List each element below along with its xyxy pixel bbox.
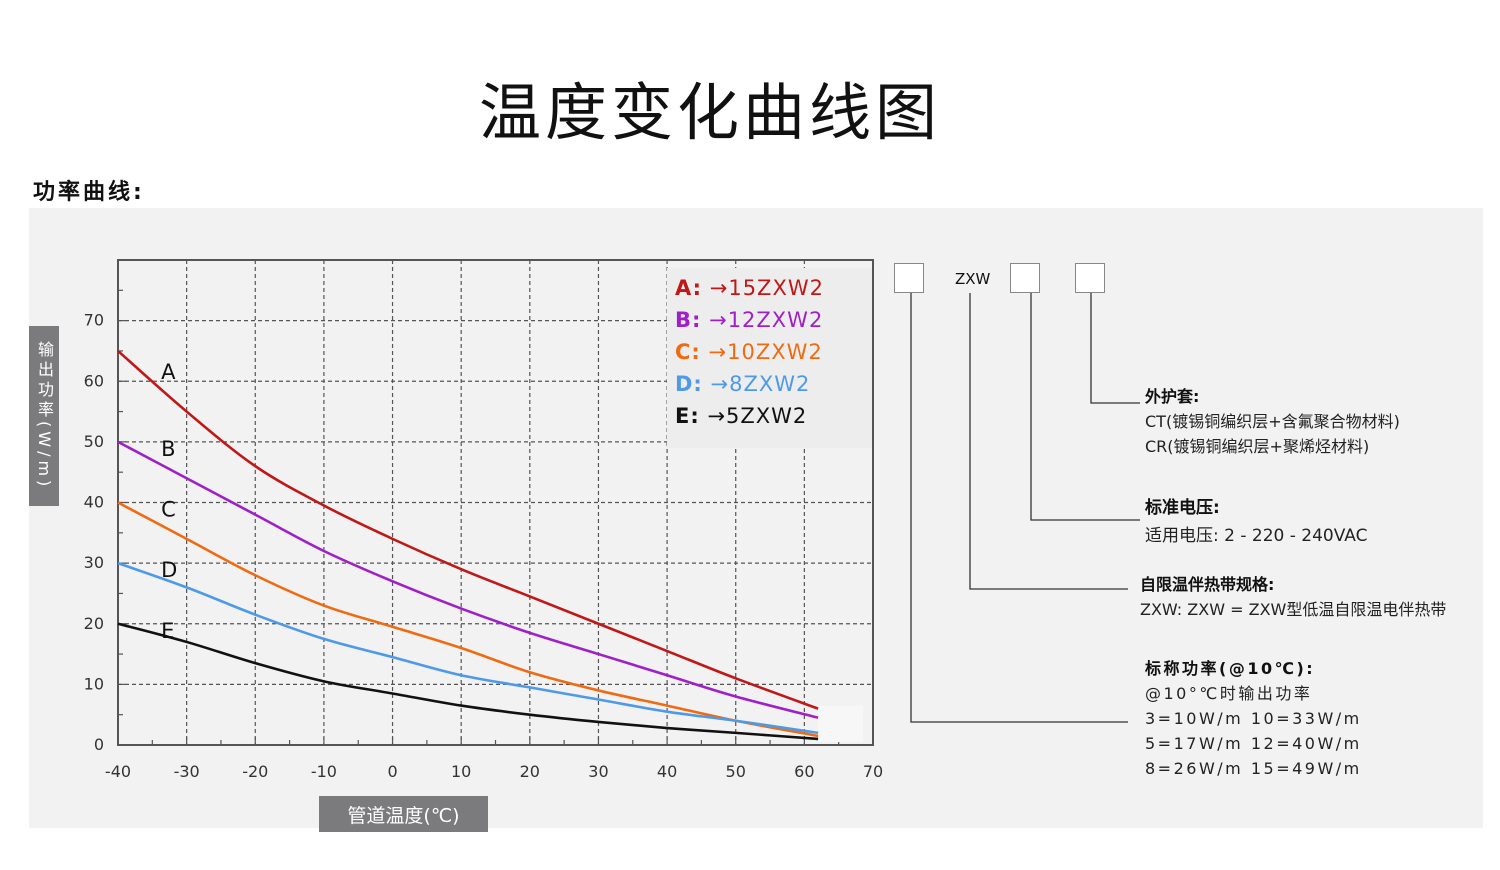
series-label-a: A bbox=[161, 360, 176, 384]
series-label-b: B bbox=[161, 437, 175, 461]
legend-item-a: A: →15ZXW2 bbox=[675, 276, 824, 300]
section-title: 功率曲线: bbox=[33, 180, 145, 205]
power-line: 5=17W/m 12=40W/m bbox=[1145, 734, 1362, 753]
legend-key: B: bbox=[675, 308, 702, 332]
spec-connector bbox=[969, 293, 1128, 590]
sheath-line: CR(镀锡铜编织层+聚烯烃材料) bbox=[1145, 437, 1370, 456]
power-code-box bbox=[894, 263, 924, 293]
series-line-e bbox=[117, 622, 819, 741]
series-line-c bbox=[117, 501, 819, 738]
y-tick-label: 20 bbox=[84, 614, 104, 633]
legend-key: D: bbox=[675, 372, 703, 396]
y-tick-label: 70 bbox=[84, 311, 104, 330]
y-tick-label: 40 bbox=[84, 493, 104, 512]
spec-line: ZXW: ZXW = ZXW型低温自限温电伴热带 bbox=[1140, 600, 1447, 619]
y-tick-label: 50 bbox=[84, 432, 104, 451]
spec-description: 自限温伴热带规格: ZXW: ZXW = ZXW型低温自限温电伴热带 bbox=[1140, 572, 1446, 622]
legend-key: A: bbox=[675, 276, 703, 300]
legend-value: →15ZXW2 bbox=[709, 276, 824, 300]
y-tick-label: 30 bbox=[84, 553, 104, 572]
series-line-b bbox=[117, 440, 819, 719]
voltage-description: 标准电压: 适用电压: 2 - 220 - 240VAC bbox=[1145, 494, 1367, 550]
y-axis-label: 输出功率(W/m) bbox=[35, 341, 54, 491]
series-label-c: C bbox=[161, 498, 176, 522]
x-tick-label: -20 bbox=[242, 762, 268, 781]
x-tick-label: 0 bbox=[387, 762, 397, 781]
chart-legend: A: →15ZXW2 B: →12ZXW2 C: →10ZXW2 D: →8ZX… bbox=[667, 268, 872, 448]
series-line-d bbox=[117, 561, 819, 735]
power-line: @10°℃时输出功率 bbox=[1145, 684, 1313, 703]
legend-value: →12ZXW2 bbox=[709, 308, 824, 332]
x-tick-label: 40 bbox=[657, 762, 677, 781]
series-label-e: E bbox=[161, 619, 174, 643]
legend-item-c: C: →10ZXW2 bbox=[675, 340, 823, 364]
voltage-line: 适用电压: 2 - 220 - 240VAC bbox=[1145, 526, 1368, 546]
voltage-title: 标准电压: bbox=[1145, 498, 1220, 518]
legend-item-b: B: →12ZXW2 bbox=[675, 308, 823, 332]
model-code-label: ZXW bbox=[955, 270, 991, 288]
voltage-code-box bbox=[1010, 263, 1040, 293]
legend-value: →5ZXW2 bbox=[707, 404, 808, 428]
voltage-connector bbox=[1030, 293, 1140, 521]
power-connector bbox=[910, 293, 1128, 723]
page-title: 温度变化曲线图 bbox=[478, 76, 941, 149]
power-description: 标称功率(@10℃): @10°℃时输出功率 3=10W/m 10=33W/m … bbox=[1145, 656, 1362, 781]
x-tick-label: 50 bbox=[726, 762, 746, 781]
series-line-a bbox=[117, 349, 819, 710]
x-tick-label: 60 bbox=[794, 762, 814, 781]
x-axis-label: 管道温度(℃) bbox=[347, 804, 460, 827]
x-tick-label: 70 bbox=[863, 762, 883, 781]
power-line: 3=10W/m 10=33W/m bbox=[1145, 709, 1362, 728]
x-tick-label: 20 bbox=[520, 762, 540, 781]
spec-title: 自限温伴热带规格: bbox=[1140, 575, 1275, 594]
legend-value: →8ZXW2 bbox=[710, 372, 811, 396]
y-axis-label-box: 输出功率(W/m) bbox=[29, 326, 59, 506]
sheath-connector bbox=[1090, 293, 1140, 404]
x-tick-label: -10 bbox=[311, 762, 337, 781]
legend-key: E: bbox=[675, 404, 700, 428]
sheath-description: 外护套: CT(镀锡铜编织层+含氟聚合物材料) CR(镀锡铜编织层+聚烯烃材料) bbox=[1145, 384, 1400, 459]
legend-item-e: E: →5ZXW2 bbox=[675, 404, 807, 428]
x-tick-label: -30 bbox=[174, 762, 200, 781]
sheath-code-box bbox=[1075, 263, 1105, 293]
y-tick-label: 60 bbox=[84, 371, 104, 390]
sheath-line: CT(镀锡铜编织层+含氟聚合物材料) bbox=[1145, 412, 1400, 431]
x-axis-label-box: 管道温度(℃) bbox=[319, 796, 488, 832]
legend-value: →10ZXW2 bbox=[708, 340, 823, 364]
end-marker-box bbox=[818, 705, 864, 742]
sheath-title: 外护套: bbox=[1145, 387, 1200, 406]
legend-key: C: bbox=[675, 340, 701, 364]
x-tick-label: 30 bbox=[588, 762, 608, 781]
power-line: 8=26W/m 15=49W/m bbox=[1145, 759, 1362, 778]
x-tick-label: 10 bbox=[451, 762, 471, 781]
series-label-d: D bbox=[161, 558, 177, 582]
x-tick-label: -40 bbox=[105, 762, 131, 781]
legend-item-d: D: →8ZXW2 bbox=[675, 372, 810, 396]
y-tick-label: 10 bbox=[84, 674, 104, 693]
power-title: 标称功率(@10℃): bbox=[1145, 659, 1316, 678]
y-tick-label: 0 bbox=[94, 735, 104, 754]
